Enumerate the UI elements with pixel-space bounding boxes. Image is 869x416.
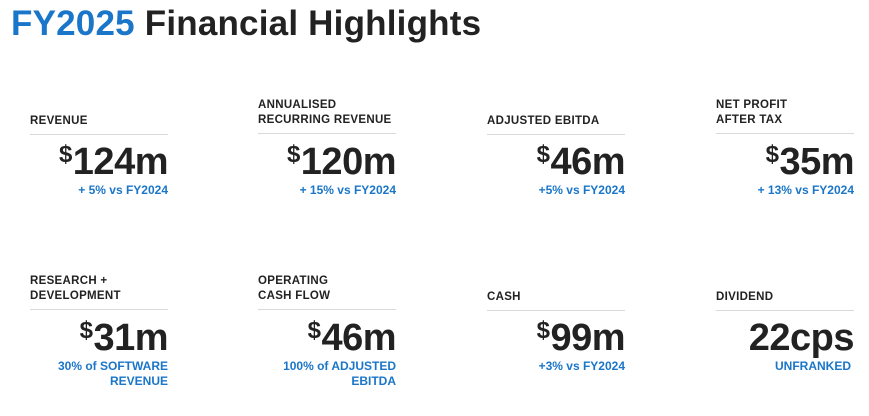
- metric-label-line: OPERATING: [258, 275, 329, 287]
- metric-label-line: ANNUALISED: [258, 99, 337, 111]
- currency-symbol: $: [765, 141, 779, 168]
- metric-note: + 15% vs FY2024: [300, 183, 396, 198]
- metric-note: 30% of SOFTWARE REVENUE: [58, 359, 168, 389]
- metric-value: $99m: [536, 317, 626, 359]
- metric-note: +3% vs FY2024: [539, 359, 625, 374]
- currency-symbol: $: [79, 317, 93, 344]
- currency-symbol: $: [307, 317, 321, 344]
- metric-label: ANNUALISED RECURRING REVENUE: [258, 98, 396, 134]
- metric-amount: 46m: [550, 141, 625, 183]
- metric-label-line: REVENUE: [30, 115, 88, 127]
- metric-value: $120m: [286, 141, 397, 183]
- metric-note-line: REVENUE: [109, 374, 168, 388]
- metric-note: + 13% vs FY2024: [758, 183, 854, 198]
- metric-label: DIVIDEND: [716, 290, 854, 311]
- metric-note-line: +5% vs FY2024: [538, 183, 625, 197]
- metric-note-line: + 13% vs FY2024: [757, 183, 854, 197]
- metric-value: 22cps: [748, 317, 855, 359]
- metric-label-line: DIVIDEND: [716, 291, 774, 303]
- metric-note-line: UNFRANKED: [775, 359, 851, 373]
- currency-symbol: $: [536, 141, 550, 168]
- metric-note-line: 100% of ADJUSTED: [283, 359, 396, 373]
- metric-label-line: AFTER TAX: [716, 114, 783, 126]
- title-text: Financial Highlights: [144, 4, 482, 43]
- metric-label: ADJUSTED EBITDA: [487, 114, 625, 135]
- metric-label-line: RESEARCH +: [30, 275, 108, 287]
- metric-label: REVENUE: [30, 114, 168, 135]
- metric-amount: 22cps: [748, 317, 855, 359]
- currency-symbol: $: [58, 141, 72, 168]
- metric-label: NET PROFIT AFTER TAX: [716, 98, 854, 134]
- metric-amount: 46m: [321, 317, 396, 359]
- metric-label-line: CASH: [487, 291, 521, 303]
- metric-label-line: NET PROFIT: [716, 99, 788, 111]
- currency-symbol: $: [536, 317, 550, 344]
- metric-note: 100% of ADJUSTED EBITDA: [283, 359, 396, 389]
- metric-amount: 35m: [779, 141, 854, 183]
- metric-value: $124m: [58, 141, 169, 183]
- metric-label-line: ADJUSTED EBITDA: [487, 115, 600, 127]
- metric-amount: 99m: [550, 317, 625, 359]
- metric-value: $31m: [79, 317, 169, 359]
- metric-value: $35m: [765, 141, 855, 183]
- metric-note-line: 30% of SOFTWARE: [57, 359, 168, 373]
- metric-label: OPERATING CASH FLOW: [258, 274, 396, 310]
- metric-note-line: + 5% vs FY2024: [78, 183, 168, 197]
- page-title: FY2025 Financial Highlights: [11, 2, 481, 46]
- metric-note-line: EBITDA: [351, 374, 396, 388]
- currency-symbol: $: [286, 141, 300, 168]
- metric-note: + 5% vs FY2024: [78, 183, 168, 198]
- metric-label: CASH: [487, 290, 625, 311]
- metric-amount: 124m: [72, 141, 169, 183]
- metric-note: UNFRANKED: [775, 359, 851, 374]
- metric-value: $46m: [307, 317, 397, 359]
- metric-label: RESEARCH + DEVELOPMENT: [30, 274, 168, 310]
- metric-note-line: + 15% vs FY2024: [299, 183, 396, 197]
- metric-label-line: CASH FLOW: [258, 290, 331, 302]
- metric-label-line: RECURRING REVENUE: [258, 114, 392, 126]
- metric-amount: 120m: [300, 141, 397, 183]
- metric-value: $46m: [536, 141, 626, 183]
- title-year: FY2025: [11, 4, 135, 43]
- metric-amount: 31m: [93, 317, 168, 359]
- metric-note-line: +3% vs FY2024: [538, 359, 625, 373]
- metric-note: +5% vs FY2024: [539, 183, 625, 198]
- metric-label-line: DEVELOPMENT: [30, 290, 121, 302]
